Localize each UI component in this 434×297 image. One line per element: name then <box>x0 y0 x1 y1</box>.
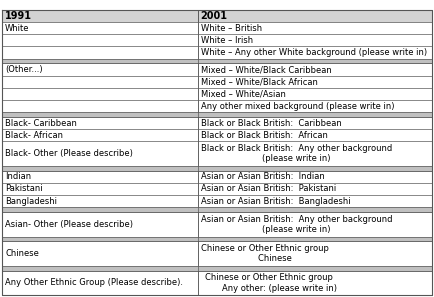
Text: Asian or Asian British:  Bangladeshi: Asian or Asian British: Bangladeshi <box>201 197 350 206</box>
Bar <box>197 10 432 22</box>
Text: Any Other Ethnic Group (Please describe).: Any Other Ethnic Group (Please describe)… <box>5 278 183 287</box>
Text: Asian or Asian British:  Any other background
(please write in): Asian or Asian British: Any other backgr… <box>201 215 392 234</box>
Text: White: White <box>5 23 30 33</box>
Text: 2001: 2001 <box>201 11 228 21</box>
Text: Asian- Other (Please describe): Asian- Other (Please describe) <box>5 220 133 229</box>
Text: Chinese or Other Ethnic group
        Any other: (please write in): Chinese or Other Ethnic group Any other:… <box>201 273 337 293</box>
Bar <box>2 34 197 46</box>
Bar <box>2 59 432 64</box>
Bar <box>197 241 432 266</box>
Text: Any other mixed background (please write in): Any other mixed background (please write… <box>201 102 394 110</box>
Text: Asian or Asian British:  Indian: Asian or Asian British: Indian <box>201 172 324 181</box>
Bar <box>197 76 432 88</box>
Bar <box>2 112 432 117</box>
Text: (Other...): (Other...) <box>5 65 43 74</box>
Text: Black or Black British:  African: Black or Black British: African <box>201 131 328 140</box>
Text: White – Irish: White – Irish <box>201 36 253 45</box>
Bar <box>2 76 197 88</box>
Bar <box>197 195 432 207</box>
Bar <box>2 129 197 141</box>
Bar <box>197 34 432 46</box>
Bar <box>197 22 432 34</box>
Text: Mixed – White/Asian: Mixed – White/Asian <box>201 89 286 98</box>
Bar <box>197 46 432 59</box>
Bar <box>2 64 197 76</box>
Bar <box>2 207 432 212</box>
Text: Chinese or Other Ethnic group
        Chinese: Chinese or Other Ethnic group Chinese <box>201 244 329 263</box>
Bar <box>197 117 432 129</box>
Text: Black or Black British:  Any other background
(please write in): Black or Black British: Any other backgr… <box>201 144 392 163</box>
Bar <box>2 117 197 129</box>
Bar <box>197 212 432 236</box>
Bar <box>2 171 197 183</box>
Bar <box>197 64 432 76</box>
Text: Chinese: Chinese <box>5 249 39 258</box>
Bar <box>197 171 432 183</box>
Text: Mixed – White/Black African: Mixed – White/Black African <box>201 77 318 86</box>
Bar <box>2 183 197 195</box>
Text: Black- Caribbean: Black- Caribbean <box>5 119 77 128</box>
Text: Mixed – White/Black Caribbean: Mixed – White/Black Caribbean <box>201 65 332 74</box>
Bar <box>197 129 432 141</box>
Bar <box>2 266 432 271</box>
Bar <box>197 100 432 112</box>
Bar <box>2 212 197 236</box>
Bar <box>2 10 197 22</box>
Text: Indian: Indian <box>5 172 31 181</box>
Bar <box>2 271 197 295</box>
Bar <box>2 241 197 266</box>
Text: Black- African: Black- African <box>5 131 63 140</box>
Text: White – Any other White background (please write in): White – Any other White background (plea… <box>201 48 427 57</box>
Bar <box>2 141 197 166</box>
Text: Pakistani: Pakistani <box>5 184 43 193</box>
Text: 1991: 1991 <box>5 11 32 21</box>
Text: Black or Black British:  Caribbean: Black or Black British: Caribbean <box>201 119 342 128</box>
Bar <box>2 166 432 171</box>
Bar <box>197 271 432 295</box>
Text: Asian or Asian British:  Pakistani: Asian or Asian British: Pakistani <box>201 184 336 193</box>
Bar <box>197 141 432 166</box>
Bar <box>197 88 432 100</box>
Bar <box>2 195 197 207</box>
Text: White – British: White – British <box>201 23 262 33</box>
Text: Bangladeshi: Bangladeshi <box>5 197 57 206</box>
Bar <box>2 22 197 34</box>
Bar <box>2 236 432 241</box>
Bar <box>2 88 197 100</box>
Bar <box>197 183 432 195</box>
Bar <box>2 46 197 59</box>
Text: Black- Other (Please describe): Black- Other (Please describe) <box>5 149 133 158</box>
Bar <box>2 100 197 112</box>
